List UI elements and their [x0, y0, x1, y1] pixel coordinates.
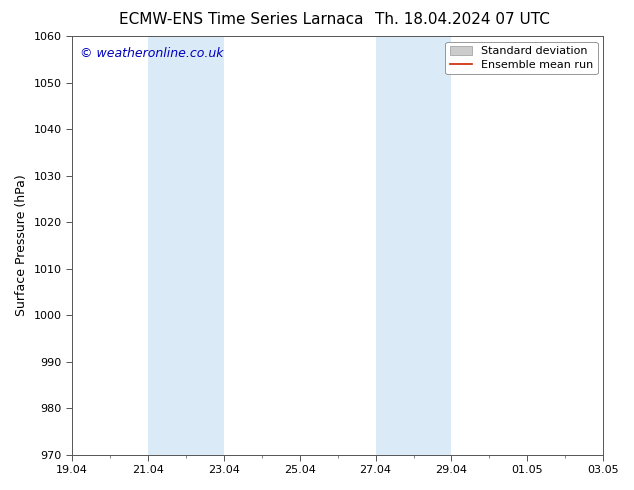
Text: ECMW-ENS Time Series Larnaca: ECMW-ENS Time Series Larnaca: [119, 12, 363, 27]
Y-axis label: Surface Pressure (hPa): Surface Pressure (hPa): [15, 174, 28, 316]
Bar: [148, 36, 224, 455]
Text: © weatheronline.co.uk: © weatheronline.co.uk: [80, 47, 224, 60]
Legend: Standard deviation, Ensemble mean run: Standard deviation, Ensemble mean run: [445, 42, 598, 74]
Bar: [603, 36, 634, 455]
Text: Th. 18.04.2024 07 UTC: Th. 18.04.2024 07 UTC: [375, 12, 550, 27]
Bar: [375, 36, 451, 455]
